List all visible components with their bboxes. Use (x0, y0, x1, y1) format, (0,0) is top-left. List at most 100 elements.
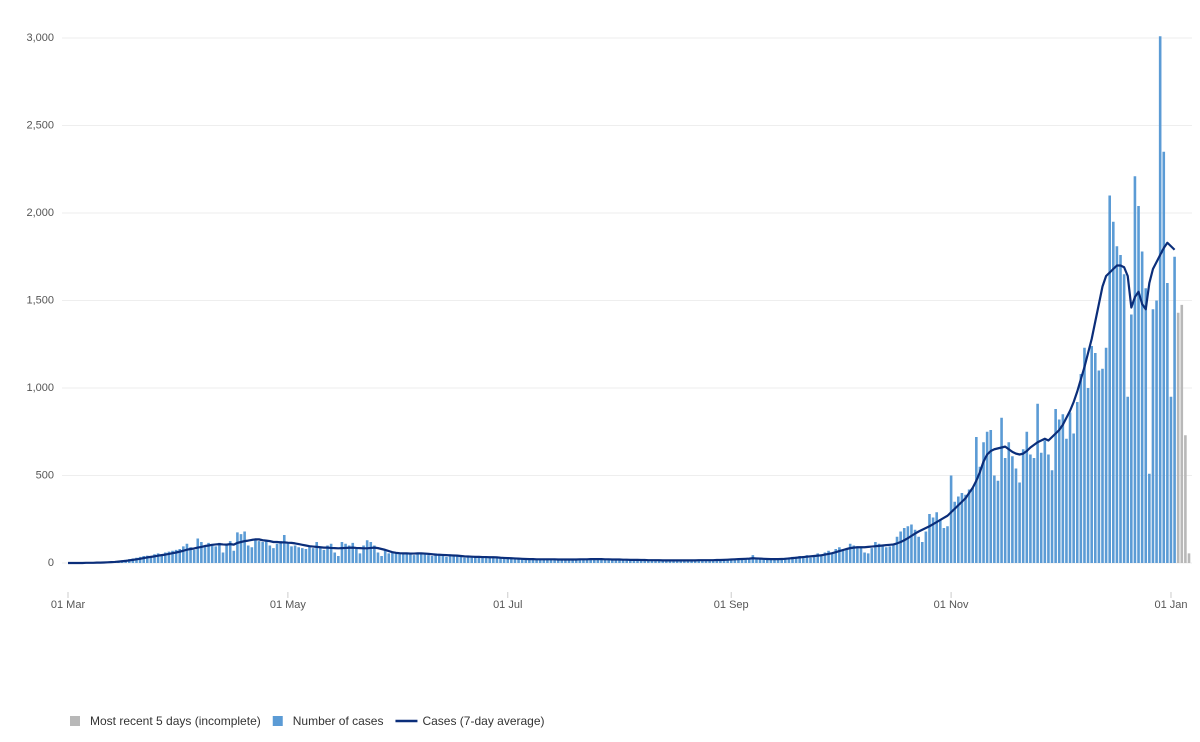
bar (762, 559, 765, 563)
bar (809, 557, 812, 563)
bar (877, 543, 881, 563)
y-tick-label: 500 (36, 469, 54, 481)
bar (1097, 370, 1101, 563)
bar (261, 542, 264, 563)
bar (1018, 482, 1021, 563)
bar (484, 556, 488, 563)
bar (1061, 414, 1065, 563)
bar (394, 553, 398, 563)
bar (1086, 388, 1090, 563)
bar (675, 560, 679, 563)
bar (207, 542, 210, 563)
bar (257, 541, 261, 563)
bar (228, 541, 232, 563)
bar (358, 553, 362, 563)
bar (946, 526, 949, 563)
bar (1021, 449, 1025, 563)
bar (322, 549, 326, 563)
bar (189, 547, 192, 563)
average-line (68, 241, 1176, 565)
bar (574, 559, 578, 563)
bar (474, 556, 477, 563)
bar (1169, 396, 1173, 563)
bar (830, 553, 834, 563)
bar (989, 430, 993, 563)
bar (618, 559, 621, 563)
bar (686, 560, 690, 563)
bar (264, 540, 268, 563)
bar (556, 559, 560, 563)
bar (1148, 473, 1151, 563)
bar (1036, 403, 1039, 563)
bar (448, 554, 452, 563)
bar (737, 559, 740, 563)
bar (711, 559, 715, 563)
bar (776, 559, 780, 563)
x-tick-label: 01 Nov (934, 599, 969, 611)
bar (1047, 454, 1050, 563)
bar (546, 559, 549, 563)
bar (592, 559, 596, 563)
bar (488, 557, 492, 563)
bar (225, 543, 228, 563)
bar (899, 531, 902, 563)
bar (1144, 288, 1148, 563)
bar (528, 559, 531, 563)
bar (798, 556, 802, 563)
bar (1072, 433, 1075, 563)
bar (1115, 246, 1119, 563)
bar (816, 553, 820, 563)
bar (441, 555, 445, 563)
bar (383, 550, 387, 563)
bar (275, 543, 279, 563)
bar (1137, 206, 1140, 563)
y-tick-label: 1,000 (26, 382, 54, 394)
bar (935, 512, 938, 563)
bar (614, 559, 618, 563)
bar (1162, 151, 1166, 563)
bar (293, 545, 297, 563)
bar (701, 560, 704, 563)
bar (297, 547, 300, 563)
bar (1075, 402, 1079, 563)
bar (1108, 195, 1111, 563)
bar (957, 496, 960, 563)
bar (697, 560, 701, 563)
bar (733, 559, 737, 563)
bar (1025, 431, 1029, 563)
bar (351, 542, 355, 563)
bar (214, 546, 218, 563)
legend-label: Most recent 5 days (incomplete) (90, 714, 261, 728)
bar (210, 544, 214, 563)
bar (639, 559, 643, 563)
bar (178, 549, 182, 563)
bar (218, 542, 221, 563)
bar (683, 560, 686, 563)
bar (362, 545, 365, 563)
bar (913, 529, 917, 563)
bar (802, 556, 805, 563)
bar (142, 556, 145, 563)
bar (967, 489, 971, 563)
bar (416, 552, 419, 563)
bar (171, 550, 174, 563)
bar (146, 555, 149, 563)
bar (827, 550, 830, 563)
y-tick-label: 1,500 (26, 294, 54, 306)
bar (985, 431, 989, 563)
bar (203, 545, 207, 563)
bar (1032, 458, 1036, 563)
bar (1014, 468, 1018, 563)
bar (773, 559, 776, 563)
bar (560, 559, 564, 563)
bar (1130, 314, 1133, 563)
bar (427, 555, 430, 563)
bar (920, 542, 924, 563)
bar (582, 559, 585, 563)
bar (254, 538, 257, 563)
bar (455, 556, 459, 563)
bar (1057, 419, 1061, 563)
bar (185, 543, 189, 563)
bar (902, 528, 906, 563)
